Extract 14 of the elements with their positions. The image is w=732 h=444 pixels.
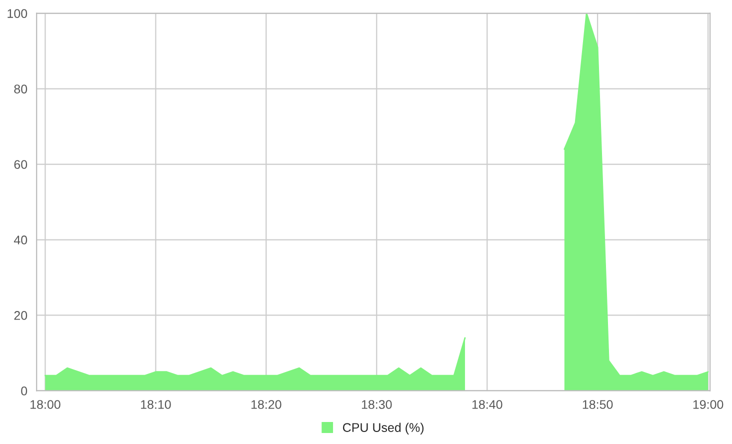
x-tick-label: 18:20 xyxy=(251,400,282,409)
x-tick-label: 18:40 xyxy=(472,400,502,409)
y-tick-label: 60 xyxy=(14,160,28,169)
x-tick-label: 19:00 xyxy=(693,400,724,409)
x-tick-label: 18:00 xyxy=(30,400,60,409)
legend-label: CPU Used (%) xyxy=(342,422,424,434)
y-tick-label: 80 xyxy=(14,84,28,94)
x-tick-label: 18:50 xyxy=(582,400,613,409)
y-tick-label: 40 xyxy=(14,236,28,244)
y-tick-label: 0 xyxy=(21,386,28,396)
y-tick-label: 20 xyxy=(14,311,28,320)
x-tick-label: 18:10 xyxy=(141,400,171,409)
x-tick-label: 18:30 xyxy=(362,400,392,409)
y-tick-label: 100 xyxy=(8,9,28,18)
